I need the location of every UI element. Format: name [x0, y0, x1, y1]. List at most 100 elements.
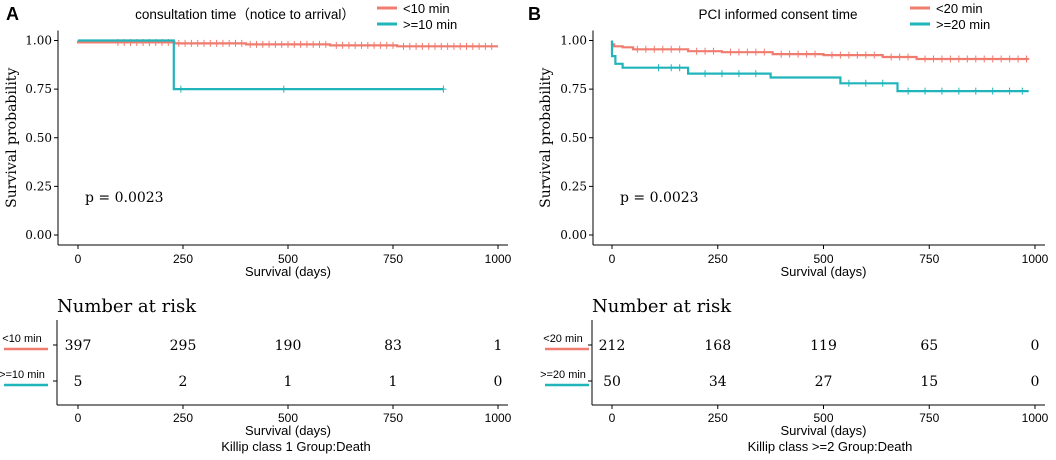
risk-value: 65 — [920, 338, 938, 354]
x-axis-label: Survival (days) — [781, 264, 867, 279]
censor-mark-1 — [285, 40, 291, 48]
y-tick-label: 0.00 — [25, 228, 52, 242]
censor-mark-2 — [922, 87, 929, 95]
censor-mark-2 — [702, 70, 709, 78]
censor-mark-1 — [194, 39, 201, 47]
censor-mark-2 — [177, 85, 184, 93]
censor-mark-1 — [476, 42, 483, 50]
censor-mark-2 — [280, 85, 287, 93]
censor-mark-1 — [457, 42, 464, 50]
censor-mark-1 — [905, 53, 912, 61]
censor-mark-1 — [371, 41, 378, 49]
survival-curve-1 — [610, 40, 1029, 61]
risk-value: 295 — [170, 338, 197, 354]
censor-mark-1 — [400, 42, 407, 50]
censor-mark-1 — [345, 41, 352, 49]
chart-title: consultation time（notice to arrival） — [135, 7, 355, 22]
y-axis-label: Survival probability — [538, 68, 554, 208]
censor-mark-1 — [232, 39, 239, 47]
censor-mark-1 — [727, 48, 734, 56]
censor-mark-1 — [998, 55, 1005, 63]
censor-mark-1 — [201, 39, 207, 47]
censor-mark-1 — [955, 55, 962, 63]
risk-row-label-1: <10 min — [2, 333, 41, 345]
survival-curve-2 — [610, 40, 1029, 93]
censor-mark-1 — [642, 45, 649, 53]
censor-mark-1 — [972, 55, 979, 63]
censor-mark-1 — [964, 55, 971, 63]
x-tick-label: 500 — [278, 252, 298, 266]
legend-label-2: >=20 min — [936, 17, 990, 32]
censor-mark-1 — [238, 39, 245, 47]
censor-mark-1 — [981, 55, 988, 63]
risk-value: 34 — [709, 374, 727, 390]
censor-mark-2 — [752, 70, 759, 78]
x-tick-label: 250 — [708, 252, 728, 266]
censor-mark-1 — [668, 45, 675, 53]
risk-x-tick-label: 250 — [173, 411, 193, 425]
censor-mark-1 — [358, 41, 365, 49]
risk-table-title: Number at risk — [592, 296, 732, 317]
risk-x-tick-label: 500 — [278, 411, 298, 425]
censor-mark-1 — [651, 45, 658, 53]
risk-value: 2 — [179, 374, 188, 390]
risk-value: 50 — [603, 374, 621, 390]
risk-value: 168 — [704, 338, 731, 354]
censor-mark-1 — [438, 42, 445, 50]
risk-value: 190 — [275, 338, 302, 354]
risk-x-axis-label: Survival (days) — [245, 423, 331, 438]
censor-mark-1 — [634, 45, 641, 53]
censor-mark-1 — [845, 51, 852, 59]
censor-mark-1 — [710, 47, 717, 55]
censor-mark-1 — [175, 39, 182, 47]
censor-mark-1 — [259, 40, 266, 48]
risk-x-tick-label: 500 — [813, 411, 833, 425]
legend-label-1: <10 min — [403, 1, 450, 16]
y-tick-label: 0.50 — [560, 131, 587, 145]
censor-mark-1 — [310, 40, 317, 48]
p-value: p = 0.0023 — [85, 190, 164, 206]
censor-mark-1 — [469, 42, 476, 50]
censor-mark-1 — [182, 39, 189, 47]
censor-mark-1 — [450, 42, 457, 50]
censor-mark-1 — [272, 40, 279, 48]
censor-mark-1 — [735, 48, 742, 56]
censor-mark-1 — [352, 41, 359, 49]
censor-mark-1 — [322, 40, 329, 48]
risk-x-tick-label: 0 — [75, 411, 82, 425]
risk-value: 15 — [920, 374, 938, 390]
risk-value: 0 — [494, 374, 503, 390]
panel-caption: Killip class 1 Group:Death — [221, 439, 371, 454]
censor-mark-1 — [752, 48, 759, 56]
censor-mark-2 — [676, 64, 683, 72]
censor-mark-2 — [718, 70, 725, 78]
censor-mark-1 — [922, 55, 929, 63]
censor-mark-1 — [888, 53, 895, 61]
censor-mark-1 — [339, 41, 346, 49]
censor-mark-1 — [828, 51, 835, 59]
risk-value: 119 — [810, 338, 837, 354]
censor-mark-1 — [938, 55, 945, 63]
censor-mark-1 — [390, 41, 396, 49]
x-tick-label: 0 — [609, 252, 616, 266]
censor-mark-1 — [896, 53, 903, 61]
y-tick-label: 0.75 — [25, 82, 52, 96]
censor-mark-2 — [905, 87, 912, 95]
risk-x-tick-label: 250 — [708, 411, 728, 425]
chart-title: PCI informed consent time — [698, 7, 857, 22]
censor-mark-2 — [668, 64, 675, 72]
censor-mark-1 — [364, 41, 371, 49]
censor-mark-2 — [989, 87, 996, 95]
risk-row-label-2: >=10 min — [0, 369, 45, 381]
legend-label-2: >=10 min — [403, 17, 457, 32]
risk-value: 0 — [1031, 374, 1040, 390]
censor-mark-1 — [219, 39, 226, 47]
censor-mark-1 — [266, 40, 273, 48]
panel-label: A — [6, 4, 19, 24]
y-tick-label: 1.00 — [560, 34, 587, 48]
censor-mark-1 — [482, 42, 489, 50]
risk-value: 5 — [74, 374, 83, 390]
risk-value: 212 — [599, 338, 626, 354]
censor-mark-1 — [291, 40, 298, 48]
